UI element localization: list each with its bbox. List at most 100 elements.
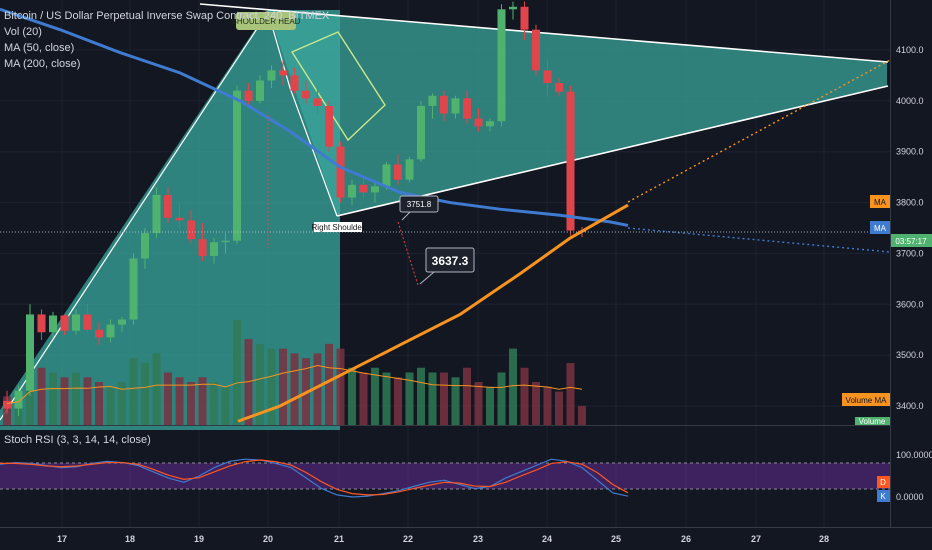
ma200-line [0, 7, 629, 227]
stoch-tick-100: 100.0000 [896, 450, 932, 460]
top-badge-label: SHOULDER HEAD [232, 17, 301, 26]
candle-body [3, 400, 11, 409]
legend-vol[interactable]: Vol (20) [4, 26, 42, 38]
stoch-d-tag-text: D [880, 478, 886, 487]
volume-bar [371, 367, 379, 425]
candle [95, 322, 103, 345]
candle-body [371, 186, 379, 193]
right-shoulder-label[interactable]: Right Shoulder [312, 222, 365, 232]
volume-bar [175, 377, 184, 425]
time-axis[interactable]: 17 18 19 20 21 22 23 24 25 26 27 28 [57, 534, 829, 544]
candle [497, 4, 506, 127]
candle-body [428, 95, 437, 106]
volume-bar [325, 343, 333, 425]
volume-ma-tag-text: Volume MA [846, 396, 888, 405]
volume-bar [382, 372, 391, 425]
x-tick-label: 17 [57, 534, 67, 544]
candle [3, 390, 11, 414]
volume-bar [267, 348, 276, 425]
volume-bar [451, 377, 460, 425]
xaxis-separator [0, 527, 932, 528]
volume-bar [417, 367, 425, 425]
candle [26, 304, 34, 396]
stoch-k-line [0, 458, 629, 498]
stoch-d-line [0, 459, 629, 496]
candlesticks [3, 1, 586, 417]
ma200-projection [627, 227, 891, 253]
candle [543, 60, 552, 96]
volume-bar [543, 386, 552, 425]
candle-body [26, 314, 34, 391]
volume-bar [37, 367, 46, 425]
triangle-pattern-shape [268, 10, 887, 216]
candle-body [336, 146, 345, 198]
volume-bar [72, 372, 80, 425]
candle-body [509, 6, 517, 10]
legend-ma200[interactable]: MA (200, close) [4, 58, 81, 70]
volume-bar [290, 353, 299, 425]
candle-body [555, 83, 563, 92]
volume-bar [578, 405, 586, 425]
volume-bar [95, 382, 103, 425]
y-tick-label: 3700.0 [896, 248, 924, 258]
countdown-text: 03:57:17 [895, 237, 927, 246]
x-tick-label: 18 [125, 534, 135, 544]
x-tick-label: 25 [611, 534, 621, 544]
candle [520, 1, 529, 40]
volume-bar [187, 382, 195, 425]
volume-bar [532, 382, 540, 425]
candle-body [129, 258, 138, 320]
x-tick-label: 23 [473, 534, 483, 544]
candle-body [313, 98, 322, 106]
candle [14, 385, 23, 417]
candle [72, 309, 80, 335]
candle-body [394, 164, 402, 180]
chart-legend: Bitcoin / US Dollar Perpetual Inverse Sw… [4, 8, 329, 72]
candle [371, 182, 379, 203]
stoch-legend[interactable]: Stoch RSI (3, 3, 14, 14, close) [4, 434, 151, 446]
candle-body [451, 98, 460, 114]
volume-bar [359, 372, 368, 425]
candle-body [14, 390, 23, 409]
axis-tag-ma-blue-label: MA [874, 224, 887, 233]
candle-body [49, 315, 57, 333]
price-axis[interactable]: 3400.0 3500.0 3600.0 3700.0 3800.0 3900.0 4000… [896, 45, 924, 411]
candle [532, 24, 540, 76]
target-big-callout[interactable]: 3637.3 [419, 247, 475, 285]
candle-body [543, 70, 552, 84]
upper-trendline [199, 3, 889, 63]
legend-ma50[interactable]: MA (50, close) [4, 42, 75, 54]
candle-body [221, 240, 230, 243]
left-pattern-line [0, 11, 269, 421]
candle [175, 202, 184, 228]
candle-body [359, 184, 368, 193]
candle-body [382, 164, 391, 187]
stoch-tick-0: 0.0000 [896, 492, 924, 502]
candle-body [325, 105, 333, 147]
candle-body [256, 80, 264, 101]
candle-body [267, 70, 276, 81]
axis-tag-ma-orange-label: MA [874, 198, 887, 207]
candle [60, 314, 69, 335]
candle-body [463, 98, 471, 119]
x-tick-label: 20 [263, 534, 273, 544]
candle-body [532, 29, 540, 71]
volume-bar [152, 353, 161, 425]
axis-tag-volume: Volume [855, 417, 890, 426]
candle-body [566, 91, 575, 231]
volume-bar [233, 320, 241, 425]
volume-bar [141, 362, 149, 425]
candle-body [95, 329, 103, 338]
symbol-title[interactable]: Bitcoin / US Dollar Perpetual Inverse Sw… [4, 10, 330, 22]
right-shoulder-text: Right Shoulder [312, 223, 365, 232]
volume-ma-line [6, 364, 583, 405]
volume-bar [497, 372, 506, 425]
volume-bar [336, 348, 345, 425]
volume-bar [106, 386, 115, 425]
candle-body [164, 194, 172, 218]
candle-body [187, 220, 195, 240]
volume-tag-text: Volume [859, 417, 886, 426]
target-small-callout[interactable]: 3751.8 [399, 195, 439, 221]
